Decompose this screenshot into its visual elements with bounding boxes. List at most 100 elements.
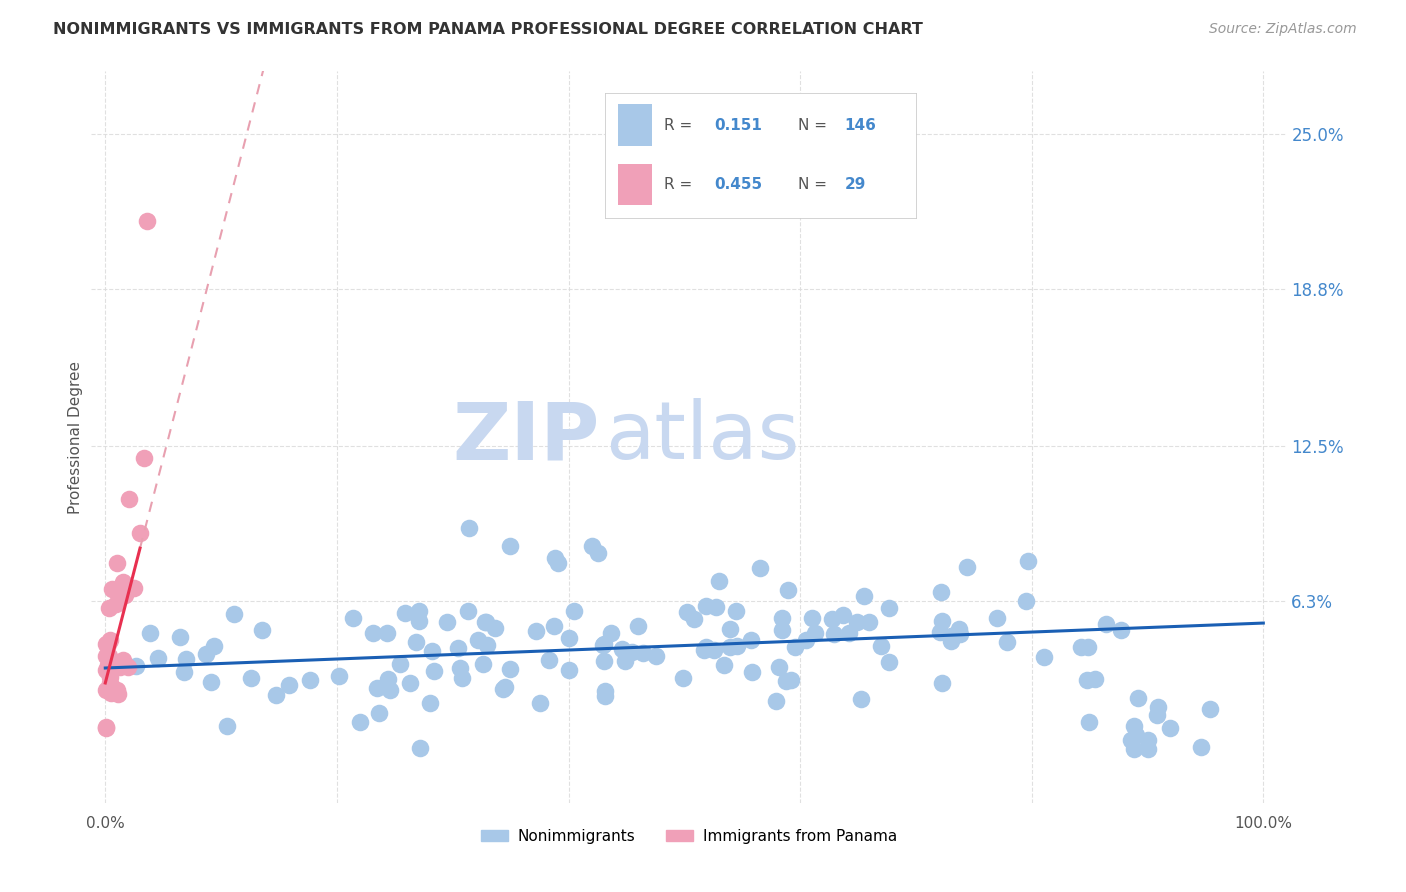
Point <box>1146 699 1168 714</box>
Point <box>471 657 494 672</box>
Point <box>458 521 481 535</box>
Point <box>409 740 432 755</box>
Point <box>931 615 953 629</box>
Text: 100.0%: 100.0% <box>1234 816 1292 831</box>
Point <box>111 653 134 667</box>
Point <box>97 601 120 615</box>
Point <box>558 663 581 677</box>
Point <box>96 637 118 651</box>
Point <box>849 692 872 706</box>
Point <box>264 688 287 702</box>
Point <box>449 661 471 675</box>
Point <box>995 635 1018 649</box>
Point <box>499 539 522 553</box>
Point <box>1137 732 1160 747</box>
Point <box>537 653 560 667</box>
Point <box>558 631 581 645</box>
Point <box>768 660 790 674</box>
Point <box>931 676 953 690</box>
Point <box>749 561 772 575</box>
Point <box>96 663 118 677</box>
Point <box>1017 554 1039 568</box>
Point <box>1146 708 1168 723</box>
Point <box>108 660 131 674</box>
Point <box>720 640 742 654</box>
Point <box>695 599 717 613</box>
Point <box>97 658 120 673</box>
Point <box>956 560 979 574</box>
Point <box>683 612 706 626</box>
Point <box>174 651 197 665</box>
Point <box>474 615 496 629</box>
Point <box>695 640 717 655</box>
Point <box>740 632 762 647</box>
Text: ZIP: ZIP <box>453 398 599 476</box>
Point <box>368 706 391 720</box>
Point <box>592 638 614 652</box>
Point <box>713 657 735 672</box>
Point <box>1109 624 1132 638</box>
Point <box>1128 691 1150 706</box>
Point <box>146 651 169 665</box>
Point <box>277 678 299 692</box>
Point <box>111 574 134 589</box>
Point <box>718 623 741 637</box>
Point <box>770 611 793 625</box>
Text: 0.0%: 0.0% <box>86 816 125 831</box>
Point <box>450 671 472 685</box>
Point <box>105 597 128 611</box>
Point <box>1137 742 1160 756</box>
Point <box>169 630 191 644</box>
Point <box>202 639 225 653</box>
Point <box>725 640 748 654</box>
Point <box>803 626 825 640</box>
Point <box>785 640 807 655</box>
Y-axis label: Professional Degree: Professional Degree <box>67 360 83 514</box>
Point <box>823 627 845 641</box>
Point <box>215 719 238 733</box>
Point <box>499 662 522 676</box>
Point <box>457 604 479 618</box>
Point <box>1159 721 1181 735</box>
Point <box>378 682 401 697</box>
Point <box>547 556 569 570</box>
Point <box>117 660 139 674</box>
Point <box>778 583 800 598</box>
Point <box>939 629 962 643</box>
Point <box>672 671 695 685</box>
Point <box>298 673 321 687</box>
Point <box>96 721 118 735</box>
Point <box>105 683 128 698</box>
Point <box>328 669 350 683</box>
Point <box>467 632 489 647</box>
Point <box>562 604 585 618</box>
Point <box>877 600 900 615</box>
Point <box>1015 593 1038 607</box>
Point <box>173 665 195 679</box>
Point <box>134 451 156 466</box>
Point <box>100 685 122 699</box>
Point <box>1077 640 1099 655</box>
Point <box>846 615 869 629</box>
Point <box>98 633 121 648</box>
Point <box>423 664 446 678</box>
Point <box>107 687 129 701</box>
Point <box>399 676 422 690</box>
Point <box>832 608 855 623</box>
Point <box>621 645 644 659</box>
Point <box>613 654 636 668</box>
Point <box>707 574 730 588</box>
Point <box>136 214 159 228</box>
Point <box>627 619 650 633</box>
Point <box>101 582 124 597</box>
Point <box>631 646 654 660</box>
Point <box>97 637 120 651</box>
Point <box>1076 673 1098 688</box>
Point <box>125 659 148 673</box>
Point <box>770 623 793 637</box>
Point <box>544 551 567 566</box>
Point <box>858 615 880 629</box>
Point <box>494 680 516 694</box>
Point <box>939 634 962 648</box>
Point <box>195 647 218 661</box>
